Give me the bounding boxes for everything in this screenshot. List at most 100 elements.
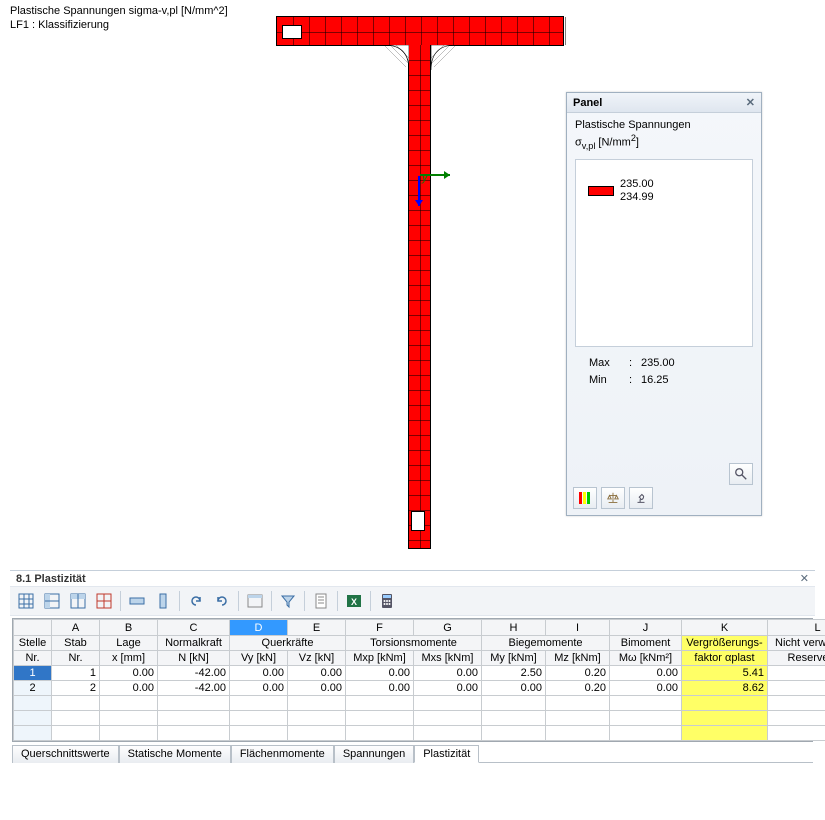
window-icon <box>247 593 263 609</box>
undo-icon <box>188 593 204 609</box>
sub-stelle: Nr. <box>14 651 52 666</box>
report-icon <box>313 593 329 609</box>
cell[interactable]: 2.50 <box>482 666 546 681</box>
row-header-empty <box>14 696 52 711</box>
panel-close-icon[interactable]: ✕ <box>746 96 755 109</box>
col-letter-L[interactable]: L <box>768 620 825 636</box>
tb-row-add[interactable] <box>125 590 149 612</box>
col-letter-D[interactable]: D <box>230 620 288 636</box>
results-grid[interactable]: ABCDEFGHIJKL StelleStabLageNormalkraftQu… <box>12 618 813 742</box>
tb-grid3[interactable] <box>66 590 90 612</box>
cell[interactable]: 1.29 <box>768 681 825 696</box>
tb-grid2[interactable] <box>40 590 64 612</box>
cell[interactable]: 1 <box>52 666 100 681</box>
tb-redo[interactable] <box>210 590 234 612</box>
y-axis-label: y <box>422 172 428 184</box>
cell-empty <box>346 696 414 711</box>
cell[interactable]: -42.00 <box>158 681 230 696</box>
legend-panel: Panel ✕ Plastische Spannungen σv,pl [N/m… <box>566 92 762 516</box>
col-letter-K[interactable]: K <box>682 620 768 636</box>
tb-calc[interactable] <box>375 590 399 612</box>
col-letter-I[interactable]: I <box>546 620 610 636</box>
stats-max-label: Max <box>589 355 625 373</box>
col-letter-H[interactable]: H <box>482 620 546 636</box>
tb-col-add[interactable] <box>151 590 175 612</box>
cell[interactable]: 0.00 <box>414 681 482 696</box>
row-header[interactable]: 2 <box>14 681 52 696</box>
table-row[interactable]: 220.00-42.000.000.000.000.000.000.200.00… <box>14 681 825 696</box>
cell-empty <box>414 711 482 726</box>
sub-mxp: Mxp [kNm] <box>346 651 414 666</box>
col-letter-G[interactable]: G <box>414 620 482 636</box>
cell[interactable]: 0.00 <box>610 666 682 681</box>
results-close-icon[interactable]: ✕ <box>800 572 809 585</box>
cell[interactable]: 0.00 <box>100 681 158 696</box>
cell-empty <box>158 696 230 711</box>
color-scale-button[interactable] <box>573 487 597 509</box>
cell-empty <box>52 726 100 741</box>
cell-empty <box>610 711 682 726</box>
fillet-right <box>431 45 456 70</box>
cell-empty <box>230 726 288 741</box>
tb-grid4[interactable] <box>92 590 116 612</box>
cell-empty <box>52 696 100 711</box>
cell[interactable]: 0.00 <box>414 666 482 681</box>
cell-empty <box>482 726 546 741</box>
tab-plastizität[interactable]: Plastizität <box>414 745 479 763</box>
tab-spannungen[interactable]: Spannungen <box>334 745 414 763</box>
hdr-stab: Stab <box>52 636 100 651</box>
cell[interactable]: 0.00 <box>288 681 346 696</box>
web <box>408 45 431 549</box>
sub-normalkraft: N [kN] <box>158 651 230 666</box>
panel-subtitle-2: σv,pl [N/mm2] <box>575 133 753 151</box>
tb-report[interactable] <box>309 590 333 612</box>
tab-flächenmomente[interactable]: Flächenmomente <box>231 745 334 763</box>
redo-icon <box>214 593 230 609</box>
cell[interactable]: 0.00 <box>288 666 346 681</box>
cell[interactable]: 0.20 <box>546 681 610 696</box>
flange <box>276 16 564 46</box>
col-letter-F[interactable]: F <box>346 620 414 636</box>
tb-filter[interactable] <box>276 590 300 612</box>
tb-view[interactable] <box>243 590 267 612</box>
tb-excel[interactable]: X <box>342 590 366 612</box>
tb-undo[interactable] <box>184 590 208 612</box>
cell[interactable]: 0.20 <box>546 666 610 681</box>
table-row[interactable]: 110.00-42.000.000.000.000.002.500.200.00… <box>14 666 825 681</box>
microscope-icon <box>634 491 648 505</box>
cell[interactable]: 0.00 <box>100 666 158 681</box>
col-icon <box>155 593 171 609</box>
results-title: 8.1 Plastizität <box>16 573 86 585</box>
cell[interactable]: 0.00 <box>230 681 288 696</box>
cell[interactable]: -42.00 <box>158 666 230 681</box>
col-letter-A[interactable]: A <box>52 620 100 636</box>
probe-button[interactable] <box>629 487 653 509</box>
legend-value-2: 234.99 <box>620 191 654 204</box>
cell[interactable]: 8.62 <box>682 681 768 696</box>
sub-vz: Vz [kN] <box>288 651 346 666</box>
cell[interactable]: 0.00 <box>346 666 414 681</box>
balance-button[interactable] <box>601 487 625 509</box>
col-letter-C[interactable]: C <box>158 620 230 636</box>
cell[interactable]: 0.00 <box>610 681 682 696</box>
legend-area: 235.00 234.99 <box>575 159 753 347</box>
cell[interactable]: 5.41 <box>682 666 768 681</box>
cell[interactable]: 0.00 <box>346 681 414 696</box>
col-letter-J[interactable]: J <box>610 620 682 636</box>
cell-empty <box>414 726 482 741</box>
cell[interactable]: 1.19 <box>768 666 825 681</box>
cell[interactable]: 0.00 <box>230 666 288 681</box>
cell[interactable]: 2 <box>52 681 100 696</box>
tb-grid1[interactable] <box>14 590 38 612</box>
col-letter-E[interactable]: E <box>288 620 346 636</box>
zoom-button[interactable] <box>729 463 753 485</box>
row-header[interactable]: 1 <box>14 666 52 681</box>
cell-empty <box>682 726 768 741</box>
hdr-bimoment: Bimoment <box>610 636 682 651</box>
results-panel: 8.1 Plastizität ✕ X ABC <box>10 570 815 810</box>
cell[interactable]: 0.00 <box>482 681 546 696</box>
col-letter-B[interactable]: B <box>100 620 158 636</box>
hdr-biege: Biegemomente <box>482 636 610 651</box>
tab-querschnittswerte[interactable]: Querschnittswerte <box>12 745 119 763</box>
tab-statische-momente[interactable]: Statische Momente <box>119 745 231 763</box>
